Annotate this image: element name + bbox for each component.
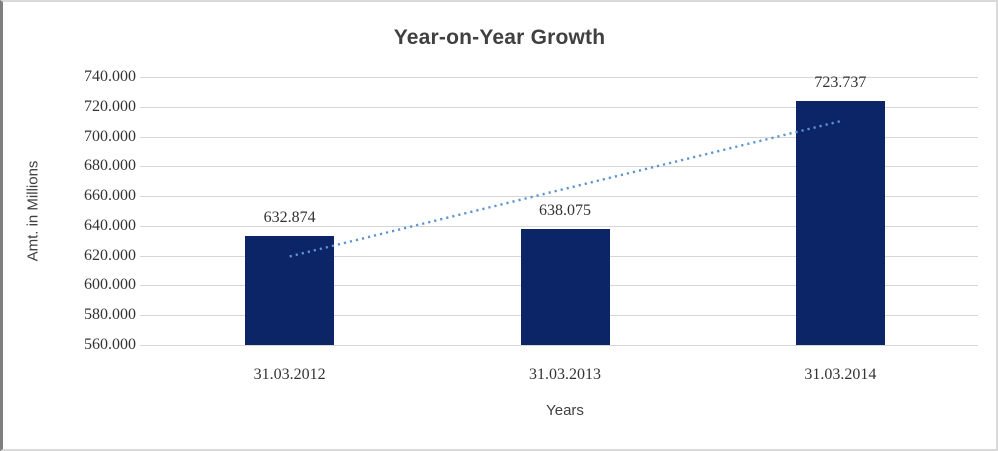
- y-tick-label: 580.000: [84, 306, 136, 324]
- y-axis-tick: [140, 77, 152, 78]
- y-tick-label: 620.000: [84, 246, 136, 264]
- x-tick-label: 31.03.2012: [253, 366, 326, 383]
- x-tick-label: 31.03.2013: [529, 366, 601, 383]
- x-tick-label: 31.03.2014: [804, 366, 877, 383]
- bar-31.03.2014: [795, 101, 885, 345]
- gridline: [152, 196, 978, 198]
- y-tick-label: 680.000: [84, 157, 136, 175]
- y-axis-tick: [140, 106, 152, 108]
- bar-31.03.2013: [520, 228, 610, 345]
- gridline: [152, 136, 978, 138]
- data-label: 638.075: [539, 201, 591, 219]
- data-label: 723.737: [814, 74, 867, 92]
- y-tick-label: 720.000: [84, 97, 136, 115]
- bar-31.03.2012: [245, 236, 335, 345]
- chart-title: Year-on-Year Growth: [393, 26, 606, 49]
- y-axis-tick: [140, 136, 152, 138]
- gridline: [152, 166, 978, 168]
- gridline: [152, 225, 978, 227]
- data-label: 632.874: [263, 209, 316, 227]
- y-axis-tick: [140, 196, 152, 198]
- y-axis-tick: [140, 225, 152, 227]
- gridline: [152, 345, 978, 346]
- y-tick-label: 660.000: [84, 187, 136, 205]
- y-tick-label: 600.000: [84, 276, 136, 294]
- y-tick-label: 560.000: [84, 336, 136, 353]
- y-axis-tick: [140, 255, 152, 257]
- y-tick-label: 740.000: [84, 68, 136, 85]
- y-axis-tick: [140, 285, 152, 287]
- y-tick-label: 700.000: [84, 127, 136, 145]
- y-axis-tick: [140, 315, 152, 317]
- y-axis-tick: [140, 166, 152, 168]
- y-tick-label: 640.000: [84, 216, 136, 234]
- x-axis-title: Years: [546, 402, 584, 419]
- y-axis-tick: [140, 345, 152, 346]
- gridline: [152, 106, 978, 108]
- trendline: [289, 120, 841, 258]
- gridline: [152, 77, 978, 78]
